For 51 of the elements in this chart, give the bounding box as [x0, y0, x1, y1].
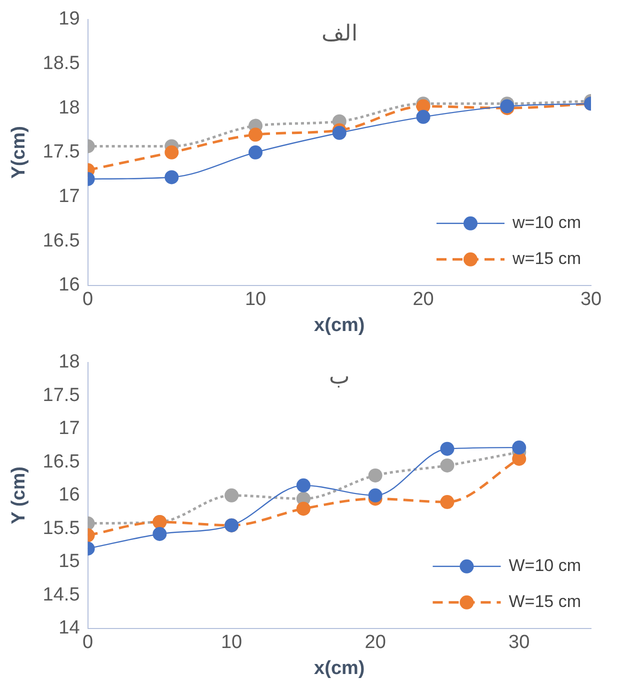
x-tick-label: 0	[82, 632, 94, 654]
y-tick-label: 17.5	[42, 142, 80, 163]
x-axis-title: x(cm)	[314, 314, 365, 336]
y-tick-label: 15.5	[42, 518, 80, 539]
point	[164, 145, 179, 160]
y-tick-label: 17.5	[42, 384, 80, 406]
y-tick-label: 16.5	[42, 451, 80, 472]
point	[248, 145, 263, 160]
y-tick-label: 19	[58, 8, 80, 30]
point	[512, 440, 526, 455]
x-axis-title: x(cm)	[314, 658, 365, 679]
y-tick-label: 17	[58, 418, 80, 440]
y-tick-label: 18.5	[42, 52, 80, 74]
x-tick-label: 20	[412, 289, 434, 310]
point	[368, 468, 382, 482]
point	[296, 502, 310, 516]
point	[248, 128, 263, 142]
point	[368, 488, 382, 502]
legend-label: w=10 cm	[512, 213, 581, 232]
point	[332, 126, 346, 140]
point	[164, 170, 179, 184]
chart-title: الف	[321, 20, 358, 46]
y-tick-label: 16	[58, 274, 80, 296]
y-tick-label: 14.5	[42, 584, 80, 606]
y-tick-label: 18	[58, 97, 80, 118]
y-tick-label: 16.5	[42, 230, 80, 252]
y-tick-label: 18	[58, 352, 80, 373]
x-tick-label: 30	[580, 289, 602, 310]
point	[152, 526, 167, 541]
x-tick-label: 10	[220, 632, 242, 654]
point	[440, 442, 454, 456]
x-tick-label: 10	[244, 289, 266, 310]
y-tick-label: 14	[58, 618, 80, 639]
x-tick-label: 0	[82, 289, 94, 310]
legend-label: w=15 cm	[512, 249, 581, 268]
x-tick-label: 20	[364, 632, 386, 654]
chart-title: ب	[328, 363, 350, 388]
point	[224, 488, 239, 502]
y-tick-label: 15	[58, 551, 80, 572]
point	[416, 110, 430, 124]
point	[512, 452, 526, 466]
x-tick-label: 30	[508, 632, 530, 654]
y-axis-title: Y (cm)	[8, 466, 30, 524]
y-tick-label: 16	[58, 484, 80, 506]
point	[440, 495, 454, 510]
legend-label: W=15 cm	[508, 592, 582, 612]
point	[296, 478, 310, 492]
legend-label: W=10 cm	[508, 556, 582, 576]
point	[440, 458, 454, 472]
y-axis-title: Y(cm)	[8, 126, 30, 179]
y-tick-label: 17	[58, 186, 80, 207]
